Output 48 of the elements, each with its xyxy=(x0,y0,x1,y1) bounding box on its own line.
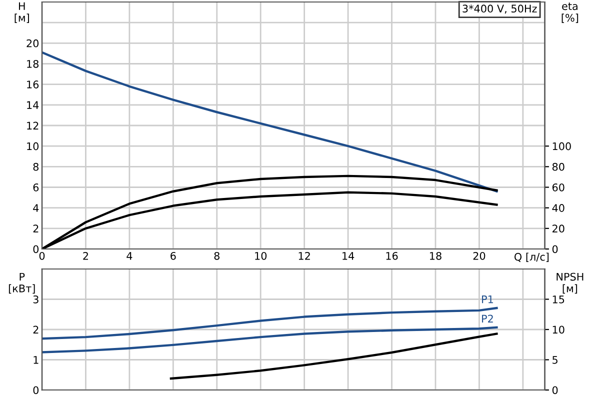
y-tick-label: 16 xyxy=(27,80,39,88)
x-tick-label: 4 xyxy=(126,252,132,260)
x-tick-label: 20 xyxy=(473,252,486,260)
y2-tick-label: 20 xyxy=(552,224,564,233)
y2-tick-label: 0 xyxy=(552,245,558,254)
y-tick-label: 12 xyxy=(27,122,38,130)
y-tick-label: 3 xyxy=(33,295,38,304)
y-tick-label: 0 xyxy=(33,386,39,394)
y2-tick-label: 0 xyxy=(552,386,558,394)
y-tick-label: 6 xyxy=(33,183,39,192)
y-tick-label: 18 xyxy=(27,60,39,68)
y-tick-label: 4 xyxy=(33,204,39,212)
x-tick-label: 12 xyxy=(298,252,310,260)
y-tick-label: 0 xyxy=(33,245,39,254)
x-tick-label: 6 xyxy=(170,252,176,260)
x-tick-label: 0 xyxy=(39,252,45,260)
y2-axis-title: eta [%] xyxy=(562,2,578,23)
series-label: P2 xyxy=(482,314,493,322)
line-series xyxy=(42,51,498,192)
y-tick-label: 20 xyxy=(26,39,39,48)
y2-tick-label: 60 xyxy=(552,183,564,192)
x-tick-label: 8 xyxy=(214,252,220,260)
annotation: 3*400 V, 50Hz xyxy=(462,4,537,14)
y2-tick-label: 80 xyxy=(552,162,564,171)
line-series xyxy=(170,332,498,380)
y-tick-label: 8 xyxy=(33,162,39,171)
y-tick-label: 1 xyxy=(34,356,38,364)
line-series xyxy=(42,326,498,354)
y-tick-label: 2 xyxy=(33,224,38,232)
y2-tick-label: 100 xyxy=(552,142,571,150)
line-series xyxy=(42,306,498,340)
y-axis-title: P [кВт] xyxy=(8,272,35,294)
y-tick-label: 14 xyxy=(27,101,39,109)
x-tick-label: 18 xyxy=(430,252,442,260)
y2-tick-label: 5 xyxy=(552,356,558,364)
x-tick-label: 10 xyxy=(255,252,267,260)
y-tick-label: 2 xyxy=(33,326,38,334)
y2-tick-label: 15 xyxy=(552,296,564,304)
y2-axis-title: NPSH [м] xyxy=(556,272,584,294)
y2-tick-label: 40 xyxy=(552,204,564,212)
x-axis-title: Q [л/с] xyxy=(514,252,549,262)
y-axis-title: H [м] xyxy=(14,2,29,23)
x-tick-label: 2 xyxy=(83,252,88,260)
x-tick-label: 16 xyxy=(386,252,398,260)
y2-tick-label: 10 xyxy=(552,326,564,334)
series-label: P1 xyxy=(482,295,493,304)
x-tick-label: 14 xyxy=(342,252,354,260)
y-tick-label: 10 xyxy=(27,142,39,150)
